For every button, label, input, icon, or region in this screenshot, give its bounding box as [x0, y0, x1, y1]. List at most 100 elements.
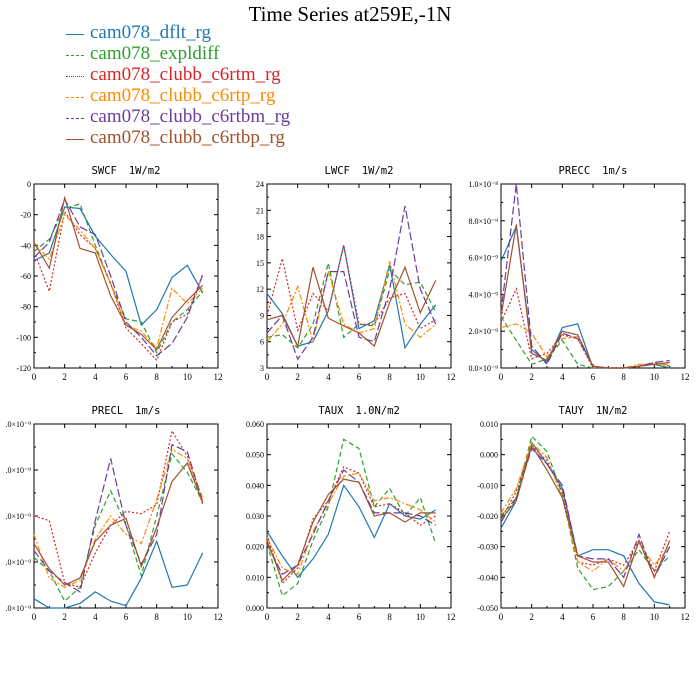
x-tick-label: 10 [416, 372, 426, 382]
series-line-cam078_clubb_c6rtp_rg [266, 472, 437, 576]
y-tick-label: 0.010 [480, 420, 498, 429]
series-line-cam078_dflt_rg [33, 206, 204, 327]
series-line-cam078_clubb_c6rtp_rg [33, 213, 204, 350]
series-line-cam078_clubb_c6rtm_rg [500, 287, 670, 369]
x-tick-label: 2 [529, 612, 534, 622]
series-line-cam078_clubb_c6rtbm_rg [500, 183, 670, 369]
y-tick-label: 2.0×10⁻⁹ [468, 327, 498, 336]
x-tick-label: 8 [387, 372, 392, 382]
x-tick-label: 0 [265, 612, 270, 622]
x-tick-label: 6 [591, 372, 596, 382]
legend-label: cam078_clubb_c6rtp_rg [90, 85, 276, 106]
chart-title-units: 1m/s [602, 165, 627, 177]
series-line-cam078_expldiff [500, 316, 670, 369]
x-tick-label: 4 [326, 612, 331, 622]
y-tick-label: -20 [20, 211, 31, 220]
y-tick-label: -120 [16, 364, 31, 373]
y-tick-label: -60 [20, 272, 31, 281]
x-tick-label: 6 [124, 612, 129, 622]
y-tick-label: 18 [256, 233, 264, 242]
x-tick-label: 10 [650, 372, 660, 382]
y-tick-label: .0×10⁻⁹ [5, 512, 31, 521]
plot-frame [500, 183, 686, 369]
x-tick-label: 12 [214, 612, 223, 622]
chart-panel: TAUY 1N/m2 0 2 4 6 8 10 12 -0.050 -0.040 -0.030 -0.0… [477, 405, 689, 622]
x-tick-label: 10 [416, 612, 426, 622]
y-tick-label: .0×10⁻⁹ [5, 558, 31, 567]
x-tick-label: 0 [499, 612, 504, 622]
y-tick-label: 6.0×10⁻⁹ [468, 254, 498, 263]
chart-title-units: 1.0N/m2 [356, 405, 400, 417]
series-line-cam078_clubb_c6rtbp_rg [33, 461, 204, 586]
series-line-cam078_clubb_c6rtm_rg [33, 210, 204, 362]
legend-label: cam078_clubb_c6rtm_rg [90, 64, 281, 85]
chart-title-name: TAUY [559, 405, 585, 417]
y-tick-label: 3 [260, 364, 264, 373]
chart-panel: SWCF 1W/m2 0 2 4 6 8 10 12 -120 -100 -80 -60 -40 -20 0 [16, 165, 222, 382]
y-tick-label: 0.050 [246, 451, 264, 460]
series-line-cam078_clubb_c6rtp_rg [33, 448, 204, 588]
series-line-cam078_dflt_rg [266, 483, 437, 579]
x-tick-label: 2 [62, 372, 67, 382]
x-tick-label: 8 [621, 612, 626, 622]
legend-line-swatch [66, 97, 84, 98]
y-tick-label: 0.000 [246, 604, 264, 613]
series-line-cam078_clubb_c6rtbp_rg [33, 195, 204, 351]
chart-title-units: 1m/s [135, 405, 160, 417]
y-tick-label: -0.010 [477, 481, 498, 490]
series-line-cam078_clubb_c6rtbp_rg [500, 224, 670, 369]
chart-panel: PRECC 1m/s 0 2 4 6 8 10 12 0.0×10⁻⁹ 2.0×10⁻⁹ 4.0×10… [468, 165, 689, 382]
series-line-cam078_clubb_c6rtbp_rg [266, 478, 436, 582]
chart-panel: TAUX 1.0N/m2 0 2 4 6 8 10 12 0.000 0.010 0.020 0.030… [246, 405, 456, 622]
legend-label: cam078_clubb_c6rtbp_rg [90, 127, 285, 148]
x-tick-label: 12 [447, 372, 456, 382]
series-line-cam078_clubb_c6rtp_rg [266, 260, 437, 343]
x-tick-label: 2 [529, 372, 534, 382]
series-line-cam078_clubb_c6rtbm_rg [266, 469, 437, 576]
y-tick-label: 0.060 [246, 420, 264, 429]
chart-title-name: LWCF [325, 165, 350, 177]
y-tick-label: -80 [20, 303, 31, 312]
legend-line-swatch [66, 55, 84, 56]
x-tick-label: 2 [295, 612, 300, 622]
series-line-cam078_dflt_rg [33, 539, 204, 609]
x-tick-label: 0 [499, 372, 504, 382]
chart-panel: PRECL 1m/s 0 2 4 6 8 10 12 .0×10⁻⁹ .0×10⁻⁹ .0×10⁻⁹.… [5, 405, 222, 622]
chart-title-units: 1W/m2 [129, 165, 161, 177]
y-tick-label: -40 [20, 241, 31, 250]
x-tick-label: 10 [183, 372, 193, 382]
x-tick-label: 4 [93, 612, 98, 622]
legend-label: cam078_clubb_c6rtbm_rg [90, 106, 291, 127]
chart-title-name: PRECL [92, 405, 124, 417]
chart-title-name: SWCF [92, 165, 117, 177]
legend-line-swatch [66, 34, 84, 35]
y-tick-label: 24 [256, 180, 264, 189]
y-tick-label: 4.0×10⁻⁹ [468, 290, 498, 299]
x-tick-label: 8 [621, 372, 626, 382]
x-tick-label: 10 [183, 612, 193, 622]
y-tick-label: -100 [16, 333, 31, 342]
legend-line-swatch [66, 76, 84, 77]
y-tick-label: .0×10⁻⁹ [5, 466, 31, 475]
x-tick-label: 6 [124, 372, 129, 382]
x-tick-label: 12 [681, 612, 690, 622]
y-tick-label: .0×10⁻⁹ [5, 420, 31, 429]
series-line-cam078_clubb_c6rtm_rg [266, 245, 436, 333]
series-line-cam078_expldiff [33, 203, 204, 355]
x-tick-label: 2 [295, 372, 300, 382]
chart-title-name: PRECC [559, 165, 591, 177]
series-line-cam078_clubb_c6rtm_rg [33, 429, 204, 589]
y-tick-label: -0.040 [477, 573, 498, 582]
series-line-cam078_expldiff [33, 452, 204, 603]
y-tick-label: 0.020 [246, 543, 264, 552]
x-tick-label: 8 [154, 372, 159, 382]
legend-line-swatch [66, 139, 84, 140]
y-tick-label: 1.0×10⁻⁸ [468, 180, 498, 189]
x-tick-label: 12 [681, 372, 690, 382]
series-line-cam078_clubb_c6rtbm_rg [266, 205, 437, 361]
series-line-cam078_dflt_rg [266, 245, 437, 350]
series-line-cam078_expldiff [500, 435, 671, 591]
chart-title: TAUX 1.0N/m2 [318, 405, 400, 417]
y-tick-label: 9 [260, 311, 264, 320]
figure-title: Time Series at259E,-1N [248, 2, 452, 26]
